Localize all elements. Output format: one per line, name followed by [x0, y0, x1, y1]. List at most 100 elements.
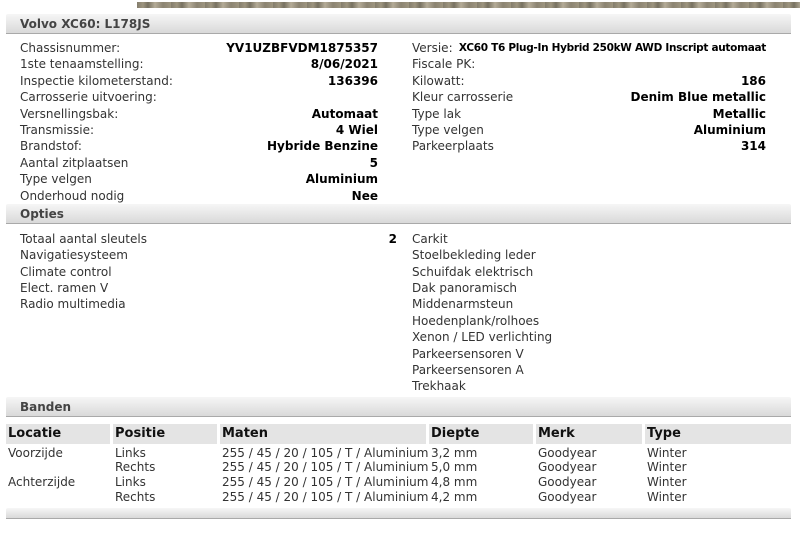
cell-type: Winter — [647, 460, 687, 475]
field-value: 186 — [740, 73, 766, 88]
option-row: Hoedenplank/rolhoes — [412, 313, 752, 329]
field-label: Fiscale PK: — [412, 57, 476, 72]
option-row: Radio multimedia — [20, 296, 397, 312]
cell-locatie: Achterzijde — [8, 475, 76, 489]
option-label: Stoelbekleding leder — [412, 248, 536, 263]
detail-row: Transmissie: 4 Wiel — [20, 122, 378, 138]
options-section: Totaal aantal sleutels 2 Navigatiesysteem… — [6, 224, 791, 397]
field-label: Kilowatt: — [412, 73, 465, 88]
vehicle-report: Volvo XC60: L178JS Chassisnummer: YV1UZBF… — [6, 14, 791, 520]
option-label: Dak panoramisch — [412, 281, 518, 296]
details-left-column: Chassisnummer: YV1UZBFVDM1875357 1ste ten… — [20, 40, 378, 204]
cell-positie: Rechts — [115, 460, 156, 475]
cell-merk: Goodyear — [538, 475, 597, 489]
detail-row: Type lak Metallic — [412, 106, 766, 122]
cell-maten: 255 / 45 / 20 / 105 / T / Aluminium — [222, 445, 429, 460]
option-label: Totaal aantal sleutels — [20, 231, 147, 246]
table-row: Rechts 255 / 45 / 20 / 105 / T / Alumini… — [6, 490, 791, 505]
field-value: XC60 T6 Plug-In Hybrid 250kW AWD Inscrip… — [458, 42, 766, 54]
section-header-opties: Opties — [6, 203, 791, 224]
field-label: Parkeerplaats — [412, 139, 494, 154]
section-header-next — [6, 508, 791, 520]
detail-row: Versie: XC60 T6 Plug-In Hybrid 250kW AWD … — [412, 40, 766, 56]
vehicle-photo-strip — [137, 2, 800, 8]
table-row: Achterzijde Links 255 / 45 / 20 / 105 / … — [6, 475, 791, 490]
option-label: Elect. ramen V — [20, 281, 109, 296]
field-value: 136396 — [327, 73, 378, 88]
field-value: Nee — [351, 188, 378, 203]
field-label: 1ste tenaamstelling: — [20, 57, 144, 72]
detail-row: Inspectie kilometerstand: 136396 — [20, 73, 378, 89]
detail-row: 1ste tenaamstelling: 8/06/2021 — [20, 56, 378, 72]
option-row: Carkit — [412, 231, 752, 247]
field-label: Type velgen — [412, 122, 484, 137]
page-title: Volvo XC60: L178JS — [6, 14, 791, 34]
column-header-diepte: Diepte — [429, 423, 533, 444]
cell-locatie — [6, 490, 110, 505]
tyres-table: Locatie Positie Maten Diepte Merk Type V… — [6, 423, 791, 504]
detail-row: Versnellingsbak: Automaat — [20, 106, 378, 122]
option-row: Parkeersensoren A — [412, 362, 752, 378]
option-label: Parkeersensoren A — [412, 363, 524, 378]
column-header-maten: Maten — [220, 423, 426, 444]
field-value: Denim Blue metallic — [630, 90, 767, 105]
option-label: Middenarmsteun — [412, 297, 514, 312]
field-label: Versnellingsbak: — [20, 106, 119, 121]
option-row: Middenarmsteun — [412, 296, 752, 312]
column-header-type: Type — [645, 423, 791, 444]
details-right-column: Versie: XC60 T6 Plug-In Hybrid 250kW AWD … — [412, 40, 766, 204]
option-label: Xenon / LED verlichting — [412, 330, 553, 345]
option-label: Hoedenplank/rolhoes — [412, 313, 540, 328]
cell-merk: Goodyear — [538, 460, 597, 475]
field-label: Carrosserie uitvoering: — [20, 90, 157, 105]
section-header-banden: Banden — [6, 396, 791, 417]
detail-row: Parkeerplaats 314 — [412, 138, 766, 154]
option-label: Carkit — [412, 231, 448, 246]
field-value: 314 — [740, 139, 766, 154]
field-value: 8/06/2021 — [310, 57, 378, 72]
field-label: Kleur carrosserie — [412, 90, 514, 105]
option-label: Radio multimedia — [20, 297, 126, 312]
cell-type: Winter — [647, 475, 687, 489]
cell-diepte: 4,2 mm — [431, 489, 478, 504]
detail-row: Brandstof: Hybride Benzine — [20, 138, 378, 154]
field-label: Versie: — [412, 41, 453, 55]
field-label: Brandstof: — [20, 139, 82, 154]
detail-row: Kilowatt: 186 — [412, 73, 766, 89]
table-row: Voorzijde Links 255 / 45 / 20 / 105 / T … — [6, 446, 791, 461]
cell-diepte: 5,0 mm — [431, 460, 478, 475]
field-value: YV1UZBFVDM1875357 — [226, 41, 378, 55]
cell-positie: Links — [115, 445, 146, 460]
option-label: Parkeersensoren V — [412, 346, 524, 361]
field-label: Onderhoud nodig — [20, 188, 125, 203]
field-value: Aluminium — [305, 172, 378, 187]
column-header-positie: Positie — [113, 423, 217, 444]
option-row: Navigatiesysteem — [20, 247, 397, 263]
option-value: 2 — [388, 231, 397, 246]
field-label: Type velgen — [20, 172, 92, 187]
cell-maten: 255 / 45 / 20 / 105 / T / Aluminium — [222, 460, 429, 475]
option-row: Parkeersensoren V — [412, 346, 752, 362]
cell-maten: 255 / 45 / 20 / 105 / T / Aluminium — [222, 475, 429, 489]
cell-locatie: Voorzijde — [8, 445, 63, 460]
cell-type: Winter — [647, 489, 687, 504]
field-label: Type lak — [412, 106, 462, 121]
option-row: Elect. ramen V — [20, 280, 397, 296]
field-value: Metallic — [712, 106, 766, 121]
cell-merk: Goodyear — [538, 489, 597, 504]
field-label: Chassisnummer: — [20, 41, 121, 55]
cell-maten: 255 / 45 / 20 / 105 / T / Aluminium — [222, 489, 429, 504]
option-label: Navigatiesysteem — [20, 248, 128, 263]
field-value: Automaat — [311, 106, 378, 121]
cell-type: Winter — [647, 445, 687, 460]
detail-row: Chassisnummer: YV1UZBFVDM1875357 — [20, 40, 378, 56]
tyres-table-body: Voorzijde Links 255 / 45 / 20 / 105 / T … — [6, 446, 791, 504]
option-row: Climate control — [20, 264, 397, 280]
detail-row: Onderhoud nodig Nee — [20, 188, 378, 204]
options-left-column: Totaal aantal sleutels 2 Navigatiesysteem… — [20, 231, 397, 395]
column-header-locatie: Locatie — [6, 423, 110, 444]
field-value: 4 Wiel — [335, 122, 378, 137]
cell-positie: Rechts — [115, 489, 156, 504]
detail-row: Fiscale PK: — [412, 56, 766, 72]
tyres-table-header: Locatie Positie Maten Diepte Merk Type — [6, 423, 791, 444]
